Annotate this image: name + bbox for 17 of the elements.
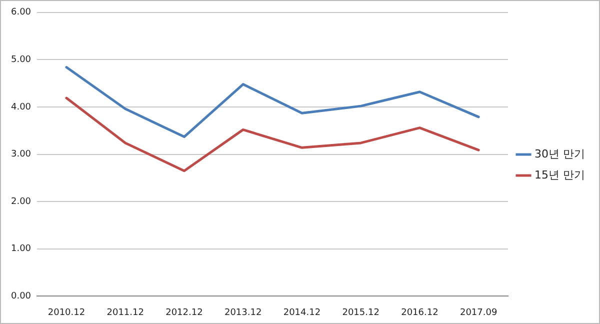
y-tick-label: 1.00 [10,244,32,254]
y-tick-label: 2.00 [10,196,32,207]
y-tick-label: 6.00 [10,8,32,18]
y-tick-label: 4.00 [10,102,32,112]
x-tick-label: 2016.12 [401,308,438,318]
y-tick-label: 0.00 [10,292,32,302]
x-tick-label: 2012.12 [166,308,203,318]
x-tick-label: 2014.12 [283,308,321,318]
y-tick-label: 3.00 [10,150,32,160]
x-tick-label: 2011.12 [106,308,144,318]
x-tick-label: 2013.12 [224,308,262,318]
x-tick-label: 2015.12 [342,308,380,318]
legend-label: 15년 만기 [534,168,586,182]
y-tick-label: 5.00 [10,55,32,66]
legend-label: 30년 만기 [534,147,586,160]
x-tick-label: 2010.12 [48,308,86,318]
x-tick-label: 2017.09 [460,308,498,318]
